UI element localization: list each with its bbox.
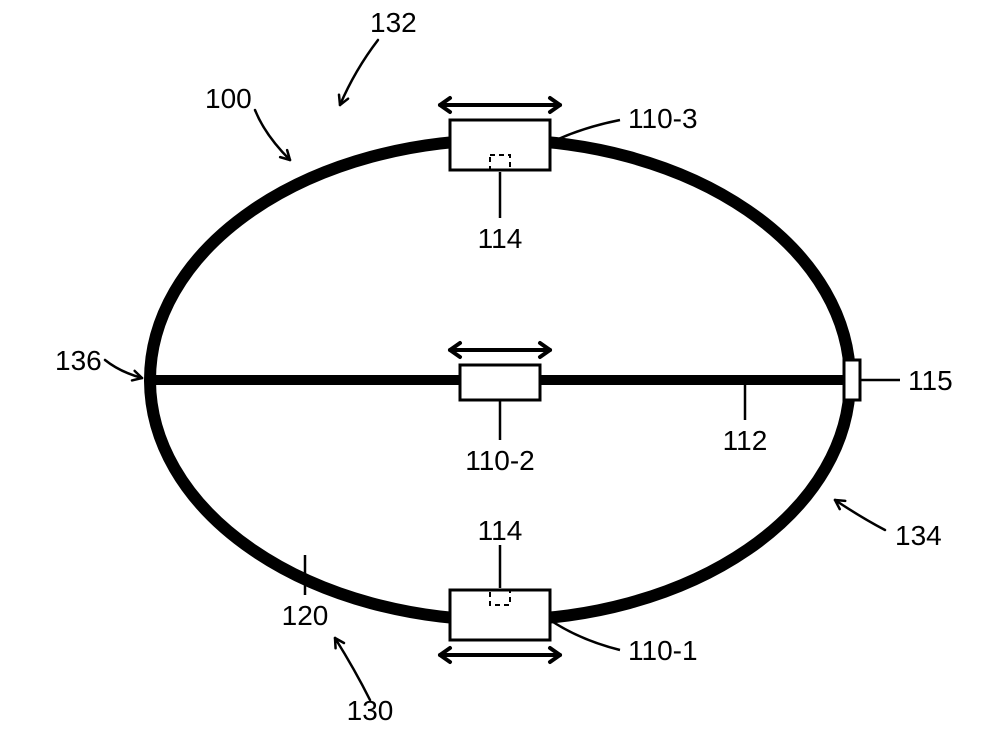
pointer-arrow-134 <box>835 500 885 530</box>
label-136: 136 <box>55 345 102 376</box>
pointer-arrow-132 <box>339 40 378 105</box>
label-130: 130 <box>347 695 394 726</box>
label-132: 132 <box>370 7 417 38</box>
label-120: 120 <box>282 600 329 631</box>
box-top <box>450 120 550 170</box>
double-arrow-top <box>440 98 560 112</box>
leader-110-1 <box>550 620 620 650</box>
label-100: 100 <box>205 83 252 114</box>
label-134: 134 <box>895 520 942 551</box>
label-112: 112 <box>723 425 768 456</box>
label-110-1: 110-1 <box>628 635 698 666</box>
pointer-arrow-136 <box>105 360 142 380</box>
label-114: 114 <box>478 515 523 546</box>
label-115: 115 <box>908 365 953 396</box>
box-bottom <box>450 590 550 640</box>
pointer-arrow-130 <box>335 638 370 700</box>
label-114: 114 <box>478 223 523 254</box>
box-right <box>844 360 860 400</box>
box-center <box>460 365 540 400</box>
label-110-2: 110-2 <box>465 445 535 476</box>
diagram-canvas: 132 100 110-3 114 136 115 112 110-2 134 120 114 110… <box>0 0 1000 735</box>
double-arrow-center <box>450 343 550 357</box>
double-arrow-bottom <box>440 648 560 662</box>
label-110-3: 110-3 <box>628 103 698 134</box>
pointer-arrow-100 <box>255 110 290 160</box>
